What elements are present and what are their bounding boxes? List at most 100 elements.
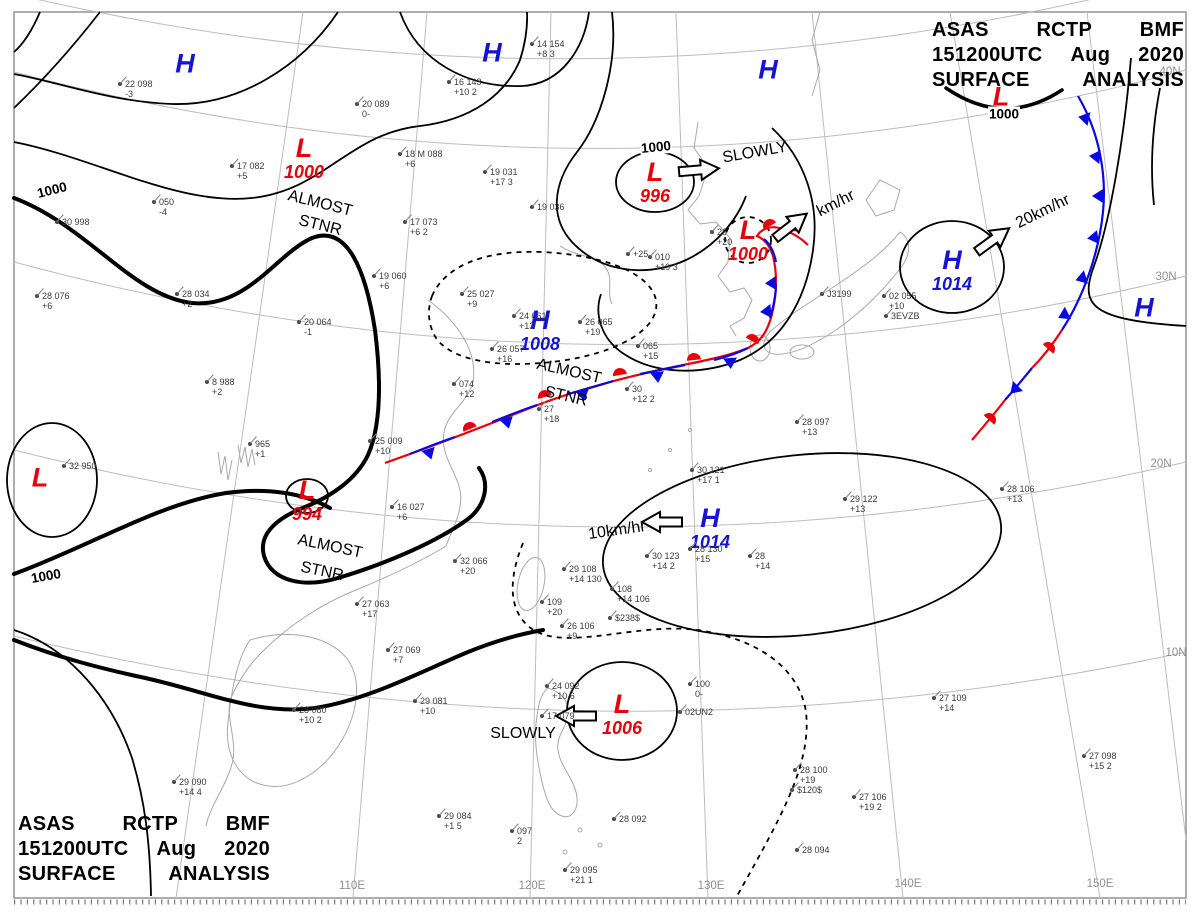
station-circle-icon xyxy=(645,554,649,558)
pressure-center-H: H xyxy=(758,56,778,84)
latitude-label: 40N xyxy=(1159,66,1181,78)
station-plot: 02UN2 xyxy=(678,707,713,718)
station-plot: 28 076 +6 xyxy=(35,291,70,311)
arrow-west-icon xyxy=(553,704,597,728)
map-frame xyxy=(13,11,1187,899)
station-plot: 8 988 +2 xyxy=(205,377,235,397)
latitude-label: 20N xyxy=(1150,458,1172,470)
station-circle-icon xyxy=(688,682,692,686)
pressure-center-L-1000: L 1000 xyxy=(284,135,324,182)
station-plot: 17 082 +5 xyxy=(230,161,265,181)
isobar-value-label: 1000 xyxy=(987,106,1021,122)
pressure-center-L-996: L 996 xyxy=(640,159,670,206)
station-plot: $238$ xyxy=(608,613,640,624)
station-plot: +25 xyxy=(626,249,648,260)
pressure-center-H-1014: H 1014 xyxy=(689,505,731,552)
station-circle-icon xyxy=(793,768,797,772)
station-plot: 17 073 +6 2 xyxy=(403,217,438,237)
station-plot: 29 081 +10 xyxy=(413,696,448,716)
motion-annotation: SLOWLY xyxy=(721,138,789,167)
pressure-value: 1014 xyxy=(689,532,731,552)
station-circle-icon xyxy=(460,292,464,296)
motion-annotation: ALMOST xyxy=(286,187,355,220)
station-plot: 17 079 xyxy=(540,711,575,722)
station-circle-icon xyxy=(386,648,390,652)
station-plot: 30 121 +17 1 xyxy=(690,465,725,485)
stationary-front-triangles xyxy=(421,276,777,460)
station-circle-icon xyxy=(447,80,451,84)
longitude-label: 110E xyxy=(338,880,366,892)
pressure-center-H: H xyxy=(482,37,502,68)
station-plot: 19 036 xyxy=(530,202,565,213)
station-circle-icon xyxy=(790,788,794,792)
station-plot: 28 130 +15 xyxy=(688,544,723,564)
motion-annotation: STNR xyxy=(299,558,346,585)
station-plot: 32 950 xyxy=(62,461,97,472)
warm-front-semicircles xyxy=(983,342,1055,425)
station-circle-icon xyxy=(795,420,799,424)
pressure-center-H: H xyxy=(1134,292,1154,323)
station-circle-icon xyxy=(437,814,441,818)
station-plot: 28 097 +13 xyxy=(795,417,830,437)
station-circle-icon xyxy=(688,547,692,551)
station-plot: 109 +20 xyxy=(540,597,562,617)
station-plot: 02 055 +10 xyxy=(882,291,917,311)
low-symbol: L xyxy=(298,475,316,505)
station-circle-icon xyxy=(1000,487,1004,491)
station-circle-icon xyxy=(932,696,936,700)
station-circle-icon xyxy=(55,220,59,224)
arrow-west-icon xyxy=(639,510,683,534)
station-plot: 27 098 +15 2 xyxy=(1082,751,1117,771)
station-circle-icon xyxy=(355,102,359,106)
high-symbol: H xyxy=(175,48,195,79)
station-circle-icon xyxy=(390,505,394,509)
station-plot: 28 094 xyxy=(795,845,830,856)
station-circle-icon xyxy=(560,624,564,628)
station-circle-icon xyxy=(648,255,652,259)
station-plot: 20 064 -1 xyxy=(297,317,332,337)
title-line: SURFACE ANALYSIS xyxy=(932,69,1184,91)
title-line: SURFACE ANALYSIS xyxy=(18,863,270,885)
longitude-label: 120E xyxy=(518,880,546,892)
station-circle-icon xyxy=(510,829,514,833)
station-plot: 30 +12 2 xyxy=(625,384,655,404)
station-plot: 22 098 -3 xyxy=(118,79,153,99)
low-symbol: L xyxy=(739,215,757,245)
arrow-east-icon xyxy=(677,158,721,182)
station-plot: 050 -4 xyxy=(152,197,174,217)
station-plot: 16 143 +10 2 xyxy=(447,77,482,97)
fronts xyxy=(384,95,1106,465)
station-plot: 29 084 +1 5 xyxy=(437,811,472,831)
high-symbol: H xyxy=(1134,292,1154,323)
station-plot: 100 0- xyxy=(688,679,710,699)
station-circle-icon xyxy=(843,497,847,501)
isobar-value-label: 1000 xyxy=(34,178,70,202)
station-plot: 30 998 xyxy=(55,217,90,228)
station-plot: $120$ xyxy=(790,785,822,796)
isobar-value-label: 1000 xyxy=(639,137,673,157)
high-symbol: H xyxy=(530,305,550,335)
longitude-label: 140E xyxy=(894,878,922,890)
pressure-value: 994 xyxy=(291,504,323,524)
station-circle-icon xyxy=(884,314,888,318)
station-circle-icon xyxy=(610,587,614,591)
station-circle-icon xyxy=(152,200,156,204)
station-circle-icon xyxy=(748,554,752,558)
station-plot: 20 089 0- xyxy=(355,99,390,119)
station-plot: 24 061 +13 xyxy=(512,311,547,331)
station-plot: 24 092 +10 6 xyxy=(545,681,580,701)
station-circle-icon xyxy=(297,320,301,324)
motion-annotation: 10km/hr xyxy=(587,518,647,543)
latitude-label: 10N xyxy=(1165,647,1187,659)
station-plot: 29 108 +14 130 xyxy=(562,564,602,584)
station-plot: 28 080 +10 2 xyxy=(292,705,327,725)
high-symbol: H xyxy=(942,245,962,275)
station-circle-icon xyxy=(625,387,629,391)
station-circle-icon xyxy=(248,442,252,446)
motion-annotation: SLOWLY xyxy=(490,725,556,742)
pressure-value: 1000 xyxy=(727,244,769,264)
station-circle-icon xyxy=(882,294,886,298)
high-symbol: H xyxy=(482,37,502,68)
